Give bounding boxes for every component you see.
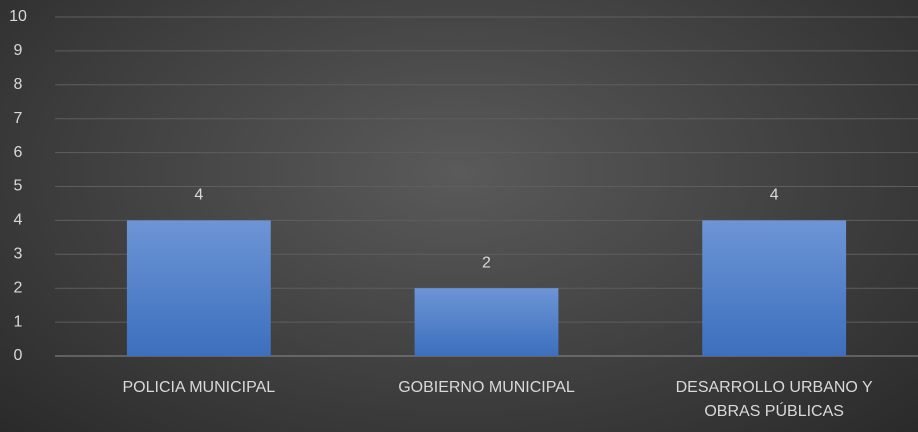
x-tick-label: DESARROLLO URBANO Y OBRAS PÚBLICAS	[675, 379, 873, 420]
y-tick-label: 3	[14, 246, 23, 263]
bar	[414, 288, 559, 356]
data-label: 4	[194, 187, 203, 204]
y-tick-label: 5	[14, 178, 23, 195]
y-tick-label: 0	[14, 347, 23, 364]
bar	[126, 220, 271, 356]
y-tick-label: 9	[14, 42, 23, 59]
y-tick-label: 4	[14, 212, 23, 229]
data-label: 2	[482, 254, 491, 271]
y-tick-label: 6	[14, 144, 23, 161]
y-tick-label: 8	[14, 76, 23, 93]
y-tick-label: 7	[14, 110, 23, 127]
y-tick-label: 10	[9, 8, 27, 25]
bar	[702, 220, 847, 356]
x-tick-label: GOBIERNO MUNICIPAL	[398, 379, 575, 396]
x-tick-label: POLICIA MUNICIPAL	[122, 379, 276, 396]
y-tick-label: 2	[14, 279, 23, 296]
y-tick-label: 1	[14, 313, 23, 330]
data-label: 4	[770, 187, 779, 204]
